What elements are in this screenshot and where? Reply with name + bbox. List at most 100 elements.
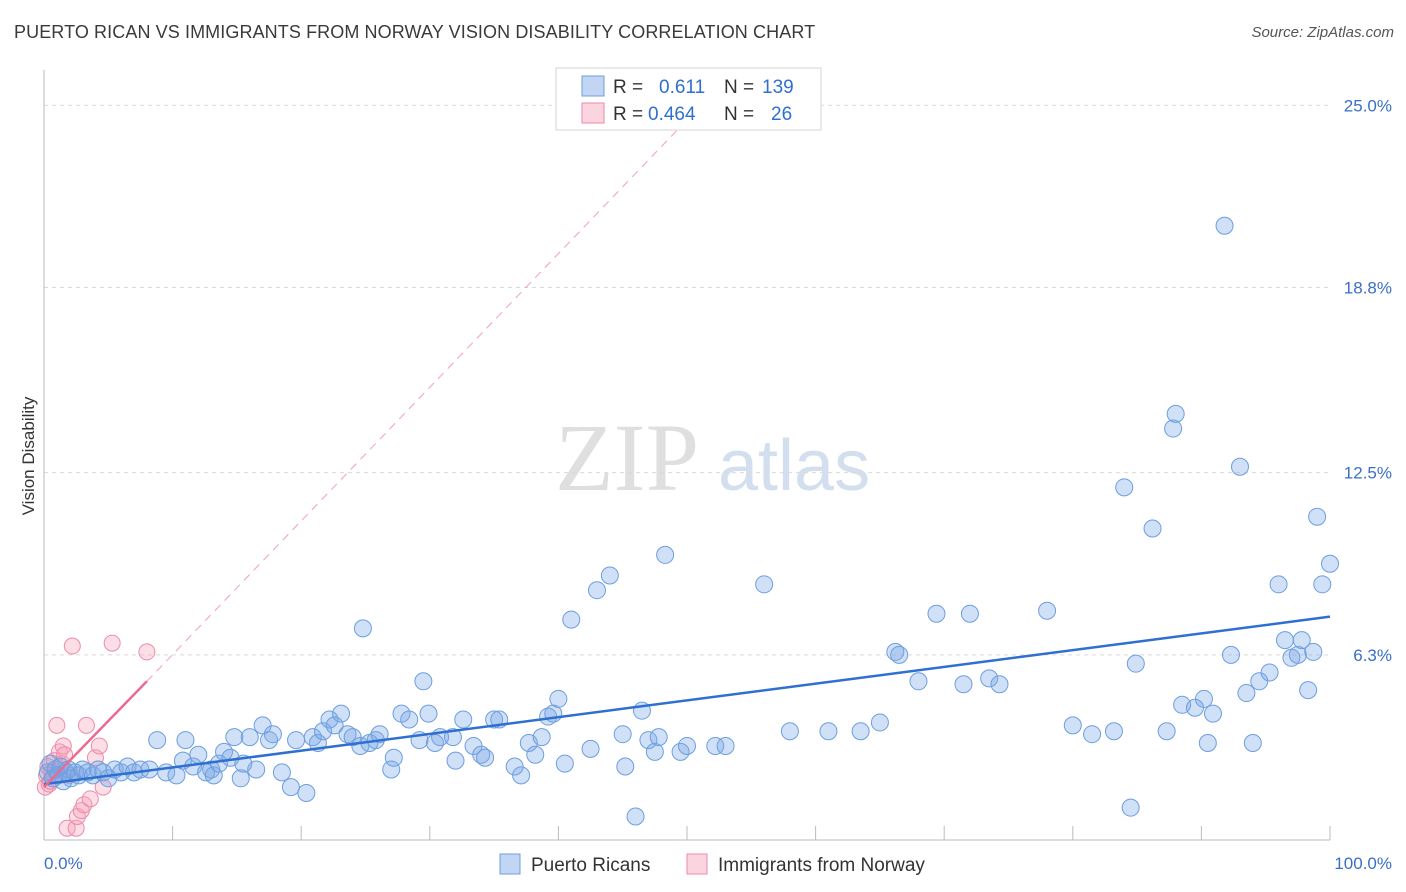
puerto-rican-point-118 (1063, 716, 1082, 735)
puerto-rican-point-144 (1292, 631, 1311, 650)
puerto-rican-point-147 (1308, 507, 1327, 526)
norway-point-22 (90, 737, 108, 755)
puerto-rican-point-145 (1299, 681, 1318, 700)
puerto-rican-point-122 (1121, 798, 1140, 817)
norway-point-14 (63, 637, 81, 655)
puerto-rican-point-87 (555, 754, 574, 773)
puerto-rican-point-126 (1164, 419, 1183, 438)
puerto-rican-point-90 (587, 581, 606, 600)
series-legend: Puerto Ricans Immigrants from Norway (499, 853, 925, 876)
puerto-rican-point-139 (1260, 663, 1279, 682)
puerto-rican-point-71 (443, 728, 462, 747)
puerto-rican-point-137 (1243, 734, 1262, 753)
puerto-rican-point-73 (454, 710, 473, 729)
tick-labels: 6.3% 12.5% 18.8% 25.0% 0.0% 100.0% (44, 96, 1392, 873)
puerto-rican-point-40 (240, 728, 259, 747)
puerto-rican-point-134 (1221, 645, 1240, 664)
legend-r-label-2: R = (613, 104, 643, 125)
puerto-rican-point-121 (1115, 478, 1134, 497)
x-tick-label-min: 0.0% (44, 854, 83, 873)
norway-point-10 (54, 737, 72, 755)
puerto-rican-point-69 (425, 734, 444, 753)
puerto-rican-point-148 (1313, 575, 1332, 594)
puerto-rican-point-54 (332, 704, 351, 723)
legend-r-label-1: R = (613, 77, 643, 98)
legend-r-value-2: 0.464 (648, 104, 696, 125)
puerto-rican-point-97 (645, 742, 664, 761)
puerto-rican-point-99 (656, 545, 675, 564)
puerto-rican-point-116 (990, 675, 1009, 694)
puerto-rican-point-130 (1194, 689, 1213, 708)
puerto-rican-point-37 (225, 728, 244, 747)
puerto-rican-point-117 (1038, 601, 1057, 620)
y-axis-title: Vision Disability (19, 396, 38, 515)
puerto-rican-point-51 (314, 722, 333, 741)
y-tick-label-1: 12.5% (1344, 464, 1392, 483)
puerto-rican-point-113 (954, 675, 973, 694)
puerto-rican-point-46 (281, 778, 300, 797)
puerto-rican-point-108 (870, 713, 889, 732)
norway-point-19 (77, 716, 95, 734)
puerto-rican-point-143 (1288, 645, 1307, 664)
puerto-rican-point-53 (325, 716, 344, 735)
legend-swatch-pink (581, 102, 605, 124)
puerto-rican-point-45 (272, 763, 291, 782)
norway-point-7 (48, 716, 66, 734)
legend-n-label-1: N = (724, 77, 754, 98)
puerto-rican-point-111 (909, 672, 928, 691)
norway-trend-extension (146, 119, 688, 682)
puerto-rican-point-120 (1104, 722, 1123, 741)
puerto-rican-point-114 (960, 604, 979, 623)
puerto-rican-point-86 (549, 689, 568, 708)
puerto-rican-point-98 (649, 728, 668, 747)
puerto-rican-point-92 (613, 725, 632, 744)
legend-n-value-1: 139 (762, 77, 794, 98)
puerto-rican-point-101 (678, 736, 696, 755)
puerto-rican-point-47 (287, 731, 306, 750)
legend-swatch-blue (581, 75, 605, 97)
y-tick-label-2: 18.8% (1344, 278, 1392, 297)
puerto-rican-point-132 (1203, 704, 1222, 723)
norway-point-24 (103, 634, 121, 652)
puerto-rican-point-131 (1198, 734, 1217, 753)
puerto-rican-point-123 (1126, 654, 1145, 673)
puerto-rican-point-103 (716, 736, 735, 755)
puerto-rican-point-33 (204, 766, 223, 785)
puerto-rican-points (38, 216, 1339, 826)
y-tick-label-3: 25.0% (1344, 96, 1392, 115)
puerto-rican-point-127 (1166, 404, 1185, 423)
puerto-rican-point-49 (303, 728, 322, 747)
puerto-rican-point-55 (338, 725, 357, 744)
watermark-zip: ZIP (555, 404, 699, 511)
puerto-rican-point-133 (1215, 216, 1234, 235)
puerto-rican-point-119 (1083, 725, 1102, 744)
puerto-rican-point-106 (819, 722, 838, 741)
stats-legend: R = 0.611 N = 139 R = 0.464 N = 26 (555, 67, 822, 131)
trend-lines (146, 119, 688, 682)
norway-point-23 (94, 778, 112, 796)
x-tick-label-max: 100.0% (1334, 854, 1392, 873)
puerto-rican-point-67 (414, 672, 433, 691)
puerto-rican-point-140 (1269, 575, 1288, 594)
puerto-rican-point-149 (1321, 554, 1339, 573)
puerto-rican-point-30 (189, 745, 208, 764)
stats-legend-box (555, 67, 822, 131)
puerto-rican-point-110 (890, 645, 909, 664)
watermark: ZIP atlas (555, 404, 870, 511)
norway-points (36, 634, 156, 837)
puerto-rican-point-96 (639, 731, 658, 750)
series-legend-label-norway: Immigrants from Norway (718, 855, 925, 876)
puerto-rican-point-83 (532, 728, 551, 747)
watermark-atlas: atlas (718, 426, 870, 506)
puerto-rican-point-124 (1143, 519, 1162, 538)
puerto-rican-point-125 (1157, 722, 1176, 741)
puerto-rican-point-104 (755, 575, 774, 594)
puerto-rican-point-28 (176, 731, 195, 750)
puerto-rican-point-24 (148, 731, 167, 750)
puerto-rican-point-62 (382, 760, 401, 779)
puerto-rican-point-80 (512, 766, 531, 785)
puerto-rican-point-115 (980, 669, 999, 688)
series-legend-swatch-blue (499, 853, 521, 875)
puerto-rican-point-102 (706, 736, 725, 755)
